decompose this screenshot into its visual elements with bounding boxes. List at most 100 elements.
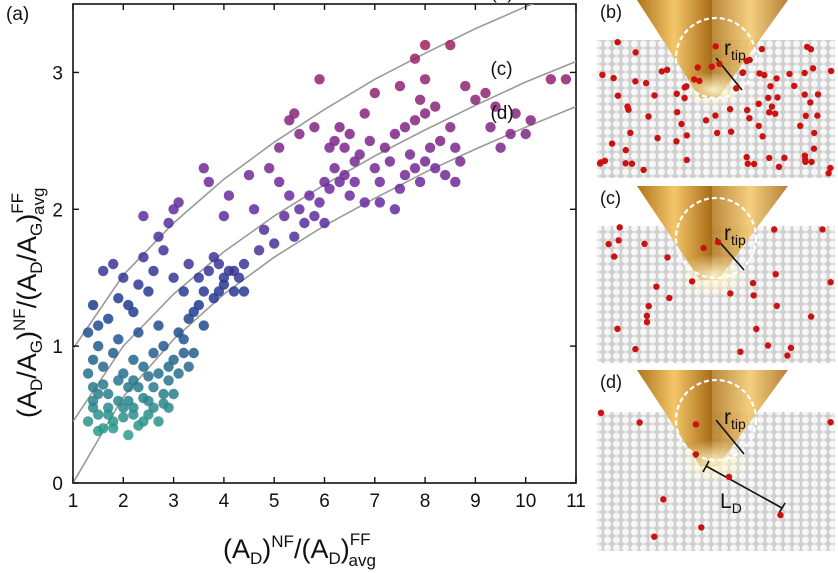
defect-atom (807, 99, 814, 106)
defect-atom (775, 163, 783, 170)
defect-atom (651, 92, 658, 99)
defect-atom (616, 224, 623, 231)
data-point (424, 142, 436, 153)
data-point (143, 286, 154, 297)
data-point (419, 39, 431, 51)
inset-c-glow (677, 254, 749, 298)
data-point (430, 101, 441, 112)
data-point (168, 388, 179, 400)
y-tick-label: 2 (52, 200, 63, 221)
data-point (349, 176, 360, 188)
inset-b-defects (596, 39, 835, 177)
data-point (495, 142, 506, 153)
defect-atom (756, 70, 763, 77)
data-point (138, 210, 149, 222)
data-point (138, 252, 149, 263)
points-group (82, 39, 572, 441)
data-point (188, 347, 199, 359)
data-point (183, 258, 194, 270)
data-point (520, 128, 531, 140)
data-point (409, 115, 421, 126)
x-tick-label: 11 (566, 491, 586, 512)
inset-d-ld-cap-left (702, 460, 710, 473)
data-point (103, 388, 114, 400)
data-point (178, 347, 189, 359)
data-point (414, 94, 426, 106)
data-point (274, 142, 285, 153)
data-point (490, 101, 501, 112)
defect-atom (786, 70, 793, 78)
defect-atom (663, 66, 671, 74)
data-point (309, 122, 320, 133)
data-point (138, 361, 149, 372)
data-point (82, 368, 94, 379)
data-point (198, 320, 209, 331)
data-point (148, 382, 159, 393)
defect-atom (658, 68, 665, 75)
data-point (153, 368, 164, 379)
defect-atom (611, 253, 618, 260)
x-tick-label: 8 (420, 491, 431, 512)
data-point (153, 416, 164, 427)
data-point (228, 265, 240, 277)
data-point (163, 361, 174, 372)
data-point (163, 402, 174, 413)
data-point (203, 265, 214, 277)
defect-atom (750, 292, 757, 299)
defect-atom (764, 342, 772, 349)
defect-atom (761, 71, 768, 79)
data-point (324, 142, 335, 153)
data-point (108, 258, 119, 270)
data-point (163, 217, 174, 229)
data-point (409, 163, 421, 174)
inset-b-r-label: rtip (724, 37, 746, 63)
data-point (108, 416, 119, 427)
defect-atom (791, 82, 798, 90)
data-point (218, 210, 230, 222)
defect-atom (774, 94, 781, 101)
defect-atom (771, 226, 778, 233)
x-tick-label: 7 (370, 491, 381, 512)
data-point (93, 340, 104, 352)
defect-atom (727, 128, 735, 135)
data-point (87, 395, 99, 407)
defect-atom (755, 100, 762, 108)
defect-atom (645, 113, 652, 120)
data-point (324, 183, 335, 194)
data-point (253, 245, 265, 256)
defect-atom (713, 129, 721, 137)
defect-atom (797, 122, 804, 129)
inset-b-letter: (b) (600, 2, 622, 22)
data-point (158, 388, 169, 400)
data-point (399, 122, 411, 133)
defect-atom (725, 473, 733, 481)
defect-atom (827, 279, 834, 286)
defect-atom (827, 67, 835, 75)
data-point (289, 108, 300, 119)
data-point (314, 197, 325, 208)
defect-atom (773, 302, 780, 310)
data-point (359, 108, 370, 119)
inset-d-ld-cap-right (778, 502, 786, 514)
defect-atom (772, 271, 779, 278)
defect-atom (692, 421, 700, 428)
y-axis-ticks: 0 1 2 3 (52, 63, 576, 495)
defect-atom (814, 91, 822, 98)
defect-atom (632, 345, 639, 353)
data-point (188, 306, 199, 318)
defect-atom (643, 318, 651, 326)
data-point (163, 375, 174, 386)
data-point (409, 53, 421, 64)
x-tick-label: 3 (168, 491, 179, 512)
data-point (143, 371, 154, 382)
data-point (123, 429, 134, 441)
defect-atom (772, 110, 779, 117)
inset-d-glow (677, 440, 749, 484)
data-point (455, 156, 466, 167)
defect-atom (632, 78, 639, 85)
inset-d-tip-circle (674, 378, 758, 462)
data-point (344, 190, 355, 201)
data-point (168, 272, 179, 283)
